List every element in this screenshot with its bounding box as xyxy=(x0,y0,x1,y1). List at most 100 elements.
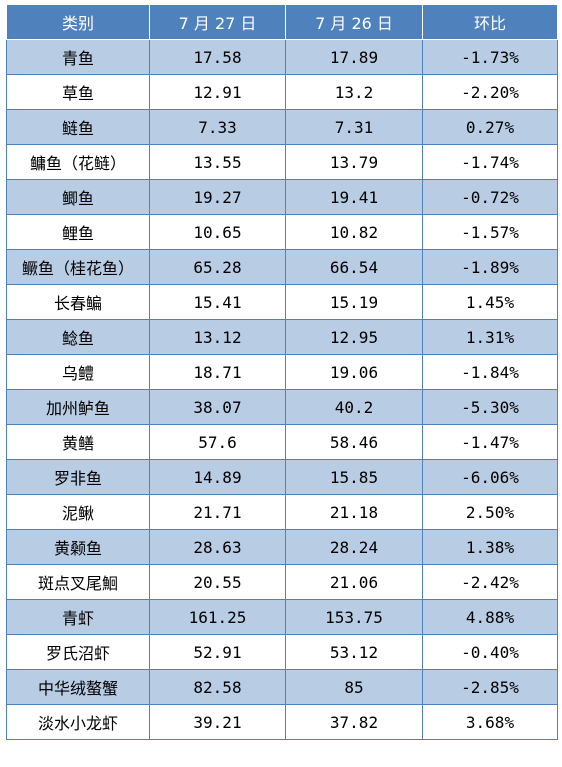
price-jul27-cell: 7.33 xyxy=(149,109,286,145)
price-jul26-cell: 19.41 xyxy=(285,179,423,215)
price-jul26-cell: 37.82 xyxy=(285,704,423,740)
change-cell: -2.85% xyxy=(422,669,558,705)
category-cell: 鲫鱼 xyxy=(6,179,150,215)
price-jul27-cell: 65.28 xyxy=(149,249,286,285)
header-category: 类别 xyxy=(6,4,150,40)
price-table: 类别 7 月 27 日 7 月 26 日 环比 青鱼 17.58 17.89 -1.7… xyxy=(6,4,558,740)
category-cell: 鳙鱼（花鲢） xyxy=(6,144,150,180)
price-jul26-cell: 153.75 xyxy=(285,599,423,635)
price-jul26-cell: 10.82 xyxy=(285,214,423,250)
price-jul27-cell: 17.58 xyxy=(149,39,286,75)
price-jul27-cell: 52.91 xyxy=(149,634,286,670)
table-row: 鲤鱼 10.65 10.82 -1.57% xyxy=(6,214,558,250)
price-jul26-cell: 66.54 xyxy=(285,249,423,285)
table-row: 青鱼 17.58 17.89 -1.73% xyxy=(6,39,558,75)
price-jul27-cell: 15.41 xyxy=(149,284,286,320)
category-cell: 鲢鱼 xyxy=(6,109,150,145)
table-row: 长春鳊 15.41 15.19 1.45% xyxy=(6,284,558,320)
table-row: 鲫鱼 19.27 19.41 -0.72% xyxy=(6,179,558,215)
price-jul27-cell: 28.63 xyxy=(149,529,286,565)
change-cell: -1.89% xyxy=(422,249,558,285)
category-cell: 青虾 xyxy=(6,599,150,635)
category-cell: 中华绒螯蟹 xyxy=(6,669,150,705)
change-cell: -5.30% xyxy=(422,389,558,425)
change-cell: -1.84% xyxy=(422,354,558,390)
change-cell: -0.40% xyxy=(422,634,558,670)
price-jul27-cell: 82.58 xyxy=(149,669,286,705)
table-row: 草鱼 12.91 13.2 -2.20% xyxy=(6,74,558,110)
price-jul26-cell: 53.12 xyxy=(285,634,423,670)
price-jul27-cell: 20.55 xyxy=(149,564,286,600)
category-cell: 罗氏沼虾 xyxy=(6,634,150,670)
price-jul27-cell: 12.91 xyxy=(149,74,286,110)
table-row: 斑点叉尾鮰 20.55 21.06 -2.42% xyxy=(6,564,558,600)
category-cell: 鳜鱼（桂花鱼） xyxy=(6,249,150,285)
change-cell: 3.68% xyxy=(422,704,558,740)
price-jul26-cell: 15.85 xyxy=(285,459,423,495)
table-row: 中华绒螯蟹 82.58 85 -2.85% xyxy=(6,669,558,705)
category-cell: 黄颡鱼 xyxy=(6,529,150,565)
change-cell: -2.20% xyxy=(422,74,558,110)
price-jul27-cell: 13.55 xyxy=(149,144,286,180)
price-jul26-cell: 21.06 xyxy=(285,564,423,600)
header-change: 环比 xyxy=(422,4,558,40)
change-cell: -1.74% xyxy=(422,144,558,180)
category-cell: 加州鲈鱼 xyxy=(6,389,150,425)
table-header-row: 类别 7 月 27 日 7 月 26 日 环比 xyxy=(6,4,558,40)
table-row: 泥鳅 21.71 21.18 2.50% xyxy=(6,494,558,530)
price-jul26-cell: 7.31 xyxy=(285,109,423,145)
category-cell: 泥鳅 xyxy=(6,494,150,530)
price-jul27-cell: 18.71 xyxy=(149,354,286,390)
price-jul26-cell: 17.89 xyxy=(285,39,423,75)
change-cell: 1.45% xyxy=(422,284,558,320)
change-cell: 1.38% xyxy=(422,529,558,565)
table-row: 黄颡鱼 28.63 28.24 1.38% xyxy=(6,529,558,565)
price-jul26-cell: 40.2 xyxy=(285,389,423,425)
price-jul27-cell: 14.89 xyxy=(149,459,286,495)
table-row: 鳜鱼（桂花鱼） 65.28 66.54 -1.89% xyxy=(6,249,558,285)
price-jul27-cell: 13.12 xyxy=(149,319,286,355)
category-cell: 草鱼 xyxy=(6,74,150,110)
category-cell: 罗非鱼 xyxy=(6,459,150,495)
price-jul26-cell: 28.24 xyxy=(285,529,423,565)
change-cell: -1.47% xyxy=(422,424,558,460)
table-row: 淡水小龙虾 39.21 37.82 3.68% xyxy=(6,704,558,740)
table-row: 乌鳢 18.71 19.06 -1.84% xyxy=(6,354,558,390)
price-jul27-cell: 57.6 xyxy=(149,424,286,460)
price-jul26-cell: 12.95 xyxy=(285,319,423,355)
price-jul27-cell: 38.07 xyxy=(149,389,286,425)
category-cell: 青鱼 xyxy=(6,39,150,75)
table-row: 黄鳝 57.6 58.46 -1.47% xyxy=(6,424,558,460)
table-row: 鲢鱼 7.33 7.31 0.27% xyxy=(6,109,558,145)
change-cell: -1.73% xyxy=(422,39,558,75)
price-jul27-cell: 19.27 xyxy=(149,179,286,215)
category-cell: 黄鳝 xyxy=(6,424,150,460)
table-row: 鳙鱼（花鲢） 13.55 13.79 -1.74% xyxy=(6,144,558,180)
category-cell: 乌鳢 xyxy=(6,354,150,390)
change-cell: -0.72% xyxy=(422,179,558,215)
category-cell: 斑点叉尾鮰 xyxy=(6,564,150,600)
price-jul26-cell: 58.46 xyxy=(285,424,423,460)
change-cell: 4.88% xyxy=(422,599,558,635)
change-cell: -1.57% xyxy=(422,214,558,250)
table-row: 鲶鱼 13.12 12.95 1.31% xyxy=(6,319,558,355)
price-jul27-cell: 21.71 xyxy=(149,494,286,530)
change-cell: 1.31% xyxy=(422,319,558,355)
change-cell: -2.42% xyxy=(422,564,558,600)
header-date-jul26: 7 月 26 日 xyxy=(285,4,423,40)
table-row: 罗非鱼 14.89 15.85 -6.06% xyxy=(6,459,558,495)
header-date-jul27: 7 月 27 日 xyxy=(149,4,286,40)
price-jul27-cell: 161.25 xyxy=(149,599,286,635)
change-cell: -6.06% xyxy=(422,459,558,495)
price-jul27-cell: 39.21 xyxy=(149,704,286,740)
category-cell: 鲶鱼 xyxy=(6,319,150,355)
price-jul26-cell: 13.2 xyxy=(285,74,423,110)
table-row: 加州鲈鱼 38.07 40.2 -5.30% xyxy=(6,389,558,425)
price-jul26-cell: 85 xyxy=(285,669,423,705)
price-jul26-cell: 21.18 xyxy=(285,494,423,530)
price-jul26-cell: 19.06 xyxy=(285,354,423,390)
price-jul26-cell: 15.19 xyxy=(285,284,423,320)
table-row: 罗氏沼虾 52.91 53.12 -0.40% xyxy=(6,634,558,670)
change-cell: 0.27% xyxy=(422,109,558,145)
category-cell: 淡水小龙虾 xyxy=(6,704,150,740)
